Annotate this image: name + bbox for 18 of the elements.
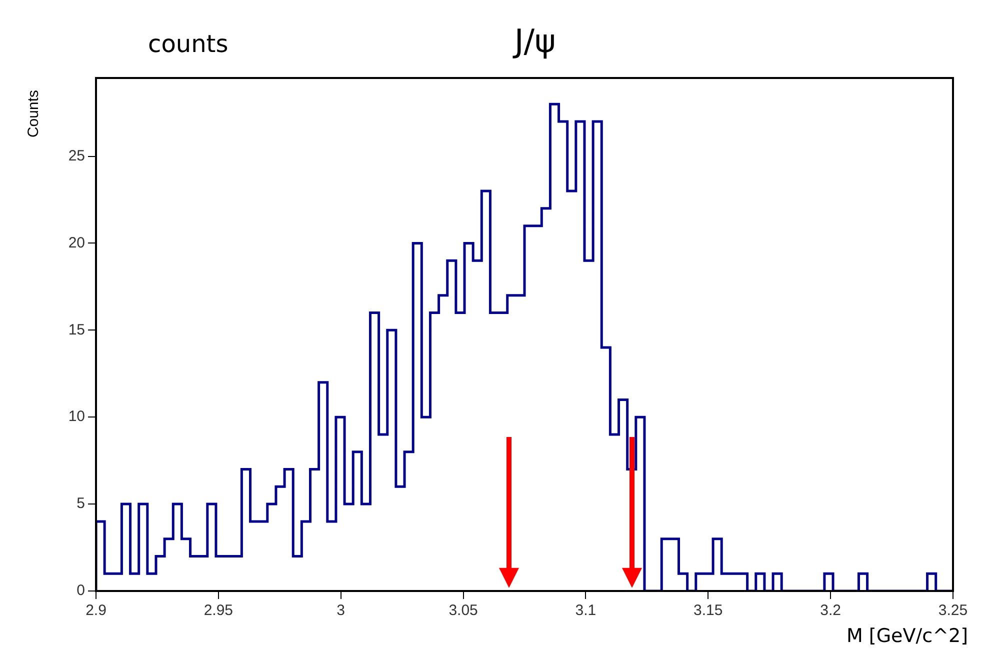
text: counts (148, 30, 228, 58)
y-tick-label: 15 (68, 321, 85, 338)
x-tick-label: 3.1 (575, 602, 596, 620)
x-tick-label: 2.9 (86, 602, 106, 620)
x-tick-label: 3.15 (694, 602, 723, 620)
x-tick-label: 3.05 (448, 602, 478, 620)
y-axis-title: Counts (25, 90, 42, 138)
y-tick-label: 10 (68, 408, 85, 426)
x-tick-label: 3 (336, 602, 346, 620)
x-tick-label: 3.25 (938, 602, 968, 620)
y-tick-label: 20 (68, 234, 85, 252)
x-axis-title: M [GeV/c^2] (846, 625, 968, 647)
chart-title: J/ψ (512, 22, 556, 60)
y-tick-label: 0 (76, 582, 85, 600)
x-tick-label: 3.2 (820, 602, 841, 620)
x-tick-label: 2.95 (204, 602, 234, 620)
y-tick-label: 25 (68, 147, 85, 164)
y-tick-label: 5 (76, 495, 85, 512)
